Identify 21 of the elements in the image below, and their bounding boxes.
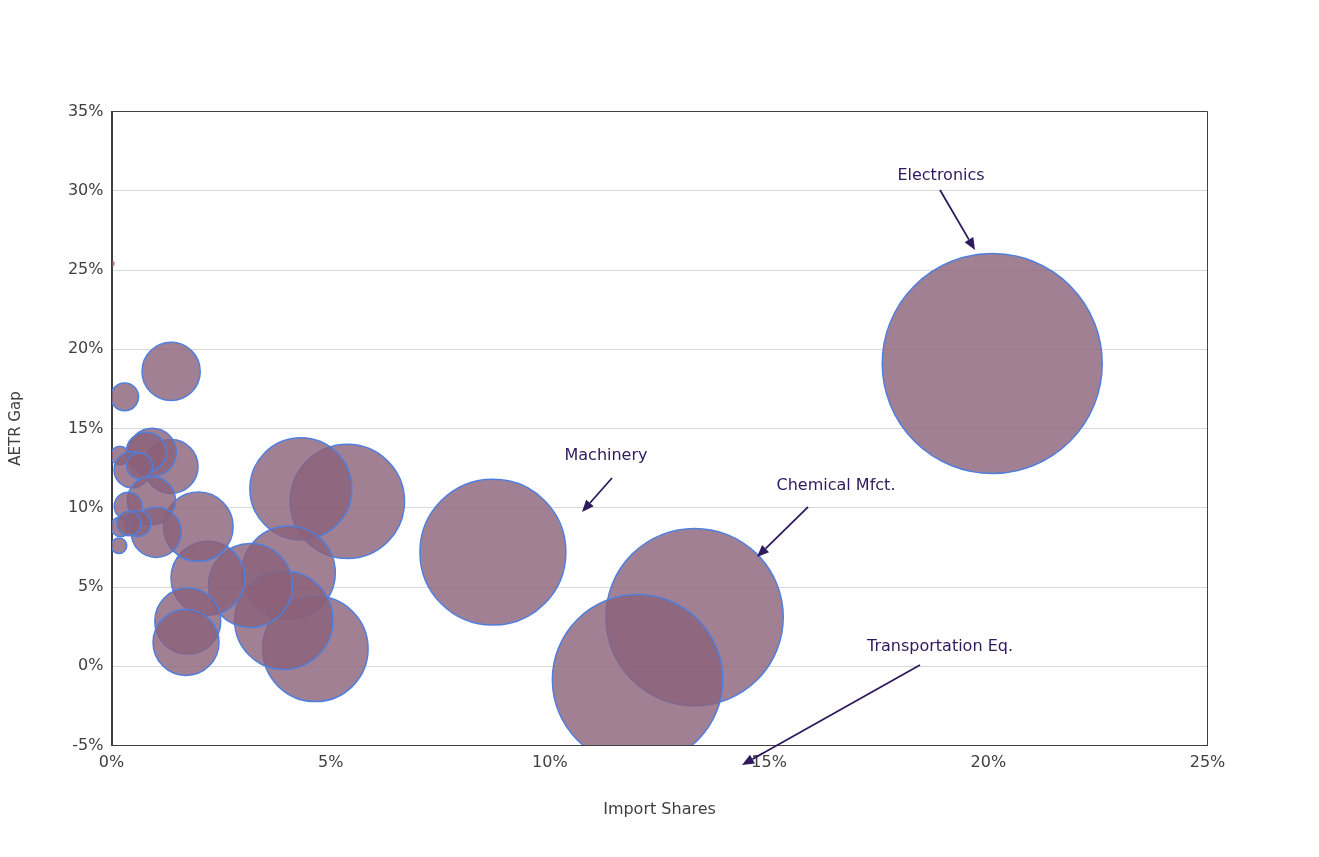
y-tick-label: 35% — [67, 100, 104, 120]
y-tick-label: -5% — [72, 734, 104, 754]
annotation: Electronics — [897, 165, 985, 185]
x-axis-title: Import Shares — [603, 799, 716, 819]
annotation: Transportation Eq. — [866, 636, 1013, 656]
y-tick-label: 15% — [67, 417, 104, 437]
y-axis-title: AETR Gap — [6, 391, 25, 466]
x-tick-label: 15% — [751, 752, 787, 772]
y-tick-label: 10% — [67, 496, 104, 516]
annotation: Machinery — [564, 445, 648, 465]
y-tick-label: 5% — [78, 576, 104, 596]
x-tick-label: 0% — [98, 752, 125, 772]
y-tick-label: 20% — [67, 338, 104, 358]
x-tick-label: 25% — [1189, 752, 1226, 772]
y-tick-label: 0% — [78, 655, 104, 675]
x-tick-label: 20% — [970, 752, 1007, 772]
annotation: Chemical Mfct. — [776, 475, 896, 495]
x-tick-label: 10% — [532, 752, 568, 772]
y-tick-label: 25% — [67, 259, 104, 279]
x-tick-label: 5% — [318, 752, 344, 772]
y-tick-label: 30% — [67, 179, 104, 199]
